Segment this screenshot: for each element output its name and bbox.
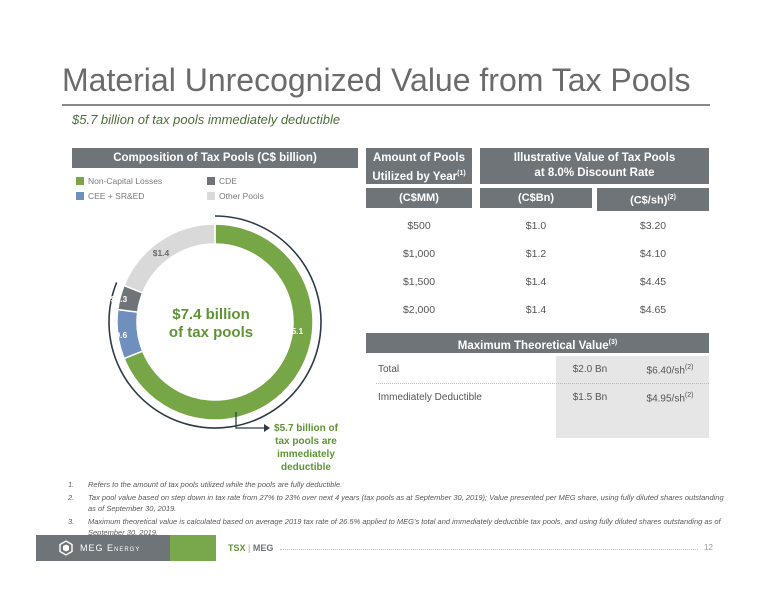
mtv-header: Maximum Theoretical Value(3) (366, 333, 709, 353)
cell-amount: $1,000 (402, 248, 436, 260)
cell-cbn: $1.4 (525, 276, 547, 288)
footer-ticker: TSX | MEG (228, 543, 273, 553)
cell-amount: $500 (407, 220, 431, 232)
cell-cbn: $1.4 (525, 304, 547, 316)
table-row: $2,000 $1.4 $4.65 (366, 302, 709, 330)
mtv-row-immediately-deductible: Immediately Deductible $1.5 Bn $4.95/sh(… (366, 383, 709, 412)
amount-header-text: Amount of Pools Utilized by Year (372, 152, 465, 183)
footer-accent (170, 535, 216, 561)
footnote: 1. Refers to the amount of tax pools uti… (68, 479, 728, 490)
cell-cbn: $1.0 (525, 220, 547, 232)
mtv-bn: $1.5 Bn (572, 392, 608, 403)
tax-pool-donut-chart (108, 215, 322, 429)
cell-csh: $3.20 (639, 220, 667, 232)
ticker-exchange: TSX (228, 543, 246, 553)
mtv-row-total: Total $2.0 Bn $6.40/sh(2) (366, 356, 709, 383)
footnote-text: Refers to the amount of tax pools utiliz… (88, 480, 343, 489)
page-subtitle: $5.7 billion of tax pools immediately de… (72, 112, 341, 127)
mtv-label: Total (378, 364, 400, 375)
callout-text: $5.7 billion of tax pools are immediatel… (274, 423, 338, 473)
cell-amount: $2,000 (402, 304, 436, 316)
table-row: $500 $1.0 $3.20 (366, 218, 709, 246)
legend-label: CEE + SR&ED (88, 191, 145, 201)
meg-logo-icon (59, 540, 73, 556)
subheader-csh: (C$/sh)(2) (597, 188, 709, 211)
mtv-header-sup: (3) (608, 339, 618, 346)
footnote-number: 3. (68, 517, 75, 526)
cell-csh: $4.65 (639, 304, 667, 316)
cell-amount: $1,500 (402, 276, 436, 288)
table-row: $1,500 $1.4 $4.45 (366, 274, 709, 302)
callout-arc (108, 215, 322, 429)
legend-item-cde: CDE (207, 176, 237, 186)
cell-cbn: $1.2 (525, 248, 547, 260)
donut-center-text: $7.4 billion of tax pools (152, 306, 270, 342)
mtv-table: Total $2.0 Bn $6.40/sh(2) Immediately De… (366, 356, 709, 438)
cell-csh: $4.45 (639, 276, 667, 288)
slice-label-other-pools: $1.4 (152, 248, 170, 258)
subheader-csh-text: (C$/sh) (630, 194, 668, 207)
table-header-amount: Amount of Pools Utilized by Year(1) (366, 148, 472, 184)
mtv-sh: $4.95/sh(2) (634, 392, 706, 404)
mtv-sh-sup: (2) (684, 392, 694, 399)
subheader-cbn: (C$Bn) (480, 188, 592, 208)
mtv-sh-sup: (2) (684, 364, 694, 371)
legend-item-non-capital-losses: Non-Capital Losses (76, 176, 162, 186)
composition-header: Composition of Tax Pools (C$ billion) (72, 148, 358, 168)
meg-logo-text: MEG Energy (80, 543, 141, 553)
footnote-number: 1. (68, 480, 75, 489)
slice-label-cde: $0.3 (110, 294, 128, 304)
meg-logo: MEG Energy (58, 540, 140, 556)
donut-slices (116, 223, 314, 421)
slice-other-pools (123, 223, 216, 294)
title-divider (62, 104, 710, 106)
center-line-1: $7.4 billion (172, 306, 250, 323)
slice-label-cee-sred: $0.6 (110, 330, 128, 340)
footnote: 2. Tax pool value based on step down in … (68, 492, 728, 514)
subheader-csh-sup: (2) (667, 194, 676, 201)
footnote-number: 2. (68, 493, 75, 502)
mtv-sh-text: $6.40/sh (646, 365, 685, 377)
ticker-symbol: MEG (252, 543, 274, 553)
footnote-text: Tax pool value based on step down in tax… (88, 493, 724, 513)
footnotes: 1. Refers to the amount of tax pools uti… (68, 479, 728, 538)
legend-swatch (76, 192, 84, 200)
legend-label: Non-Capital Losses (88, 176, 163, 186)
legend-swatch (207, 192, 215, 200)
mtv-sh-text: $4.95/sh (646, 393, 685, 405)
page-title: Material Unrecognized Value from Tax Poo… (62, 62, 691, 98)
slice-label-non-capital-losses: $5.1 (286, 326, 304, 336)
footnote: 3. Maximum theoretical value is calculat… (68, 516, 728, 538)
legend-item-other-pools: Other Pools (207, 191, 264, 201)
legend-swatch (207, 177, 215, 185)
mtv-row-divider (376, 383, 709, 384)
legend-swatch (76, 177, 84, 185)
mtv-label: Immediately Deductible (378, 392, 482, 403)
table-header-illustrative-value: Illustrative Value of Tax Pools at 8.0% … (480, 148, 709, 184)
amount-header-sup: (1) (457, 170, 466, 177)
footer-rule (280, 549, 698, 550)
mtv-bn: $2.0 Bn (572, 364, 608, 375)
mtv-header-text: Maximum Theoretical Value (457, 339, 609, 352)
legend-label: Other Pools (219, 191, 264, 201)
legend-item-cee-sred: CEE + SR&ED (76, 191, 144, 201)
value-table: $500 $1.0 $3.20 $1,000 $1.2 $4.10 $1,500… (366, 218, 709, 330)
footnote-text: Maximum theoretical value is calculated … (88, 517, 721, 537)
callout-arrow (235, 412, 270, 432)
cell-csh: $4.10 (639, 248, 667, 260)
legend-label: CDE (219, 176, 237, 186)
table-row: $1,000 $1.2 $4.10 (366, 246, 709, 274)
ticker-separator: | (248, 543, 251, 553)
center-line-2: of tax pools (168, 324, 254, 341)
slice-non-capital-losses (123, 223, 314, 421)
mtv-sh: $6.40/sh(2) (634, 364, 706, 376)
mtv-shaded-column (556, 356, 709, 438)
page-number: 12 (704, 543, 713, 552)
subheader-cmm: (C$MM) (366, 188, 472, 208)
